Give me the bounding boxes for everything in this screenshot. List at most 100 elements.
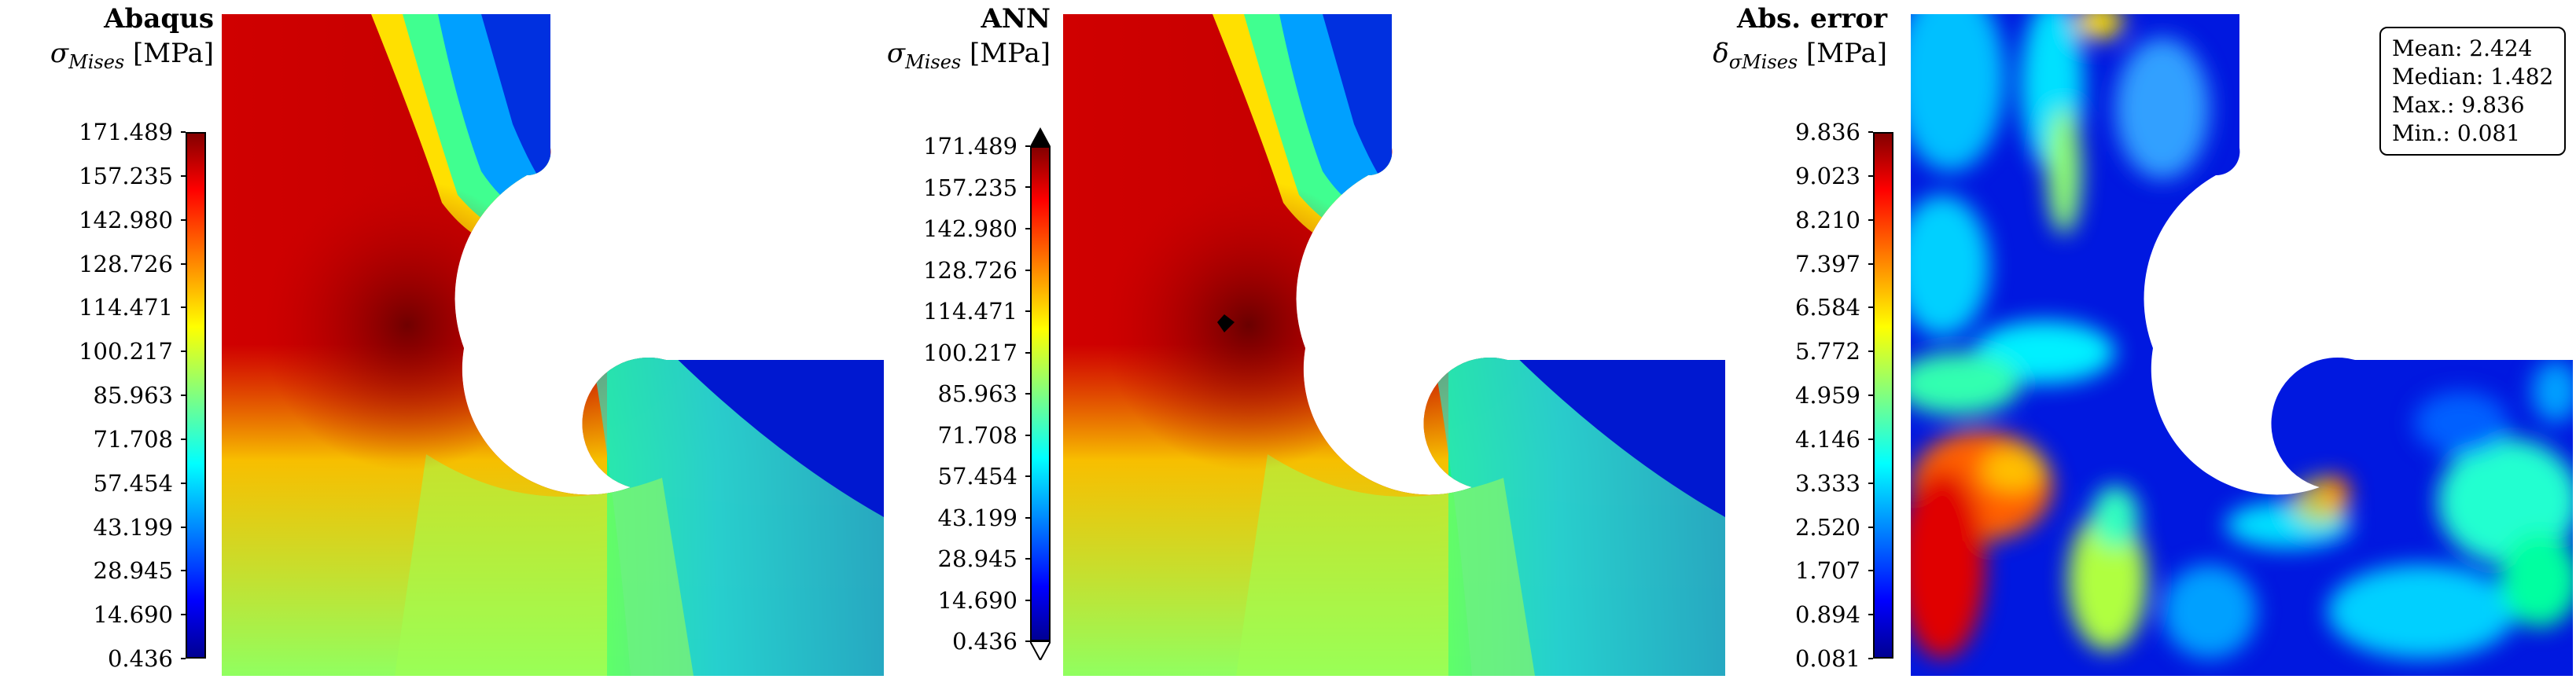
colorbar-tick-mark: [181, 658, 186, 659]
colorbar-tick-label: 9.023: [1794, 162, 1860, 189]
stats-box: Mean: 2.424 Median: 1.482 Max.: 9.836 Mi…: [2379, 27, 2567, 156]
colorbar-tick-label: 28.945: [93, 557, 173, 585]
quantity-label: δσMises [MPa]: [1713, 38, 1887, 73]
panel-abs-error: Abs. error δσMises [MPa] 9.836 9.023 8.210…: [1691, 0, 2576, 690]
colorbar-tick-mark: [1868, 658, 1873, 659]
colorbar-tick-mark: [1025, 640, 1030, 642]
panel-ann: ANN σMises [MPa] 171.489 157.235 142.980 12…: [849, 0, 1746, 690]
colorbar-tick-mark: [1025, 393, 1030, 395]
colorbar-tick-label: 71.708: [93, 425, 173, 453]
colorbar-tick-label: 6.584: [1794, 294, 1860, 321]
colorbar-tick-label: 128.726: [79, 250, 173, 277]
colorbar-tick-label: 114.471: [923, 298, 1018, 325]
colorbar-tick-label: 5.772: [1794, 338, 1860, 365]
colorbar-tick-label: 1.707: [1794, 557, 1860, 585]
colorbar-gradient: [1873, 132, 1893, 659]
colorbar-tick-mark: [181, 174, 186, 177]
colorbar-tick-mark: [1868, 526, 1873, 528]
quantity-subscript: Mises: [905, 50, 962, 73]
colorbar-tick-mark: [1025, 269, 1030, 271]
panel-title: Abaqus: [104, 3, 214, 35]
panel-title: Abs. error: [1736, 3, 1887, 35]
colorbar-tick-mark: [181, 262, 186, 265]
colorbar-tick-mark: [1868, 262, 1873, 265]
colorbar-tick-label: 2.520: [1794, 513, 1860, 541]
colorbar-tick-label: 43.199: [93, 513, 173, 541]
colorbar-tick-mark: [1868, 438, 1873, 440]
stress-field-plot: [1063, 14, 1725, 676]
colorbar-tick-label: 0.436: [951, 628, 1018, 655]
colorbar-tick-mark: [1025, 351, 1030, 354]
quantity-unit: [MPa]: [1806, 38, 1887, 69]
colorbar-tick-mark: [181, 570, 186, 572]
colorbar-tick-mark: [1868, 482, 1873, 484]
colorbar-frame: [1873, 132, 1893, 659]
colorbar-tick-label: 100.217: [923, 339, 1018, 366]
peak-marker: [1217, 314, 1235, 332]
colorbar-tick-label: 157.235: [79, 162, 173, 189]
colorbar-tick-mark: [1868, 218, 1873, 221]
colorbar-tick-mark: [1025, 558, 1030, 560]
colorbar-tick-label: 43.199: [937, 504, 1018, 531]
colorbar-tick-mark: [181, 438, 186, 440]
colorbar-tick-mark: [1868, 351, 1873, 353]
colorbar-tick-mark: [1025, 516, 1030, 519]
colorbar-tick-label: 0.436: [107, 645, 173, 672]
colorbar-tick-label: 28.945: [937, 545, 1018, 572]
colorbar-tick-mark: [1868, 131, 1873, 133]
colorbar-tick-label: 142.980: [923, 215, 1018, 242]
colorbar-tick-label: 14.690: [93, 601, 173, 629]
colorbar-tick-mark: [1025, 145, 1030, 147]
colorbar-tick-label: 0.894: [1794, 601, 1860, 629]
panel-header: Abaqus σMises [MPa]: [24, 0, 214, 126]
colorbar-tick-mark: [1868, 395, 1873, 396]
colorbar-tick-label: 57.454: [93, 469, 173, 497]
colorbar-tick-mark: [181, 395, 186, 396]
colorbar-tick-label: 85.963: [93, 382, 173, 409]
quantity-symbol: σ: [886, 38, 906, 69]
colorbar-tick-mark: [1868, 174, 1873, 177]
colorbar-tick-label: 171.489: [923, 133, 1018, 160]
colorbar-tick-mark: [181, 351, 186, 353]
colorbar-tick-mark: [1025, 186, 1030, 189]
colorbar-gradient: [186, 132, 206, 659]
colorbar: 171.489 157.235 142.980 128.726 114.471 100.2…: [923, 127, 1051, 660]
panel-header: Abs. error δσMises [MPa]: [1698, 0, 1887, 126]
stat-median: Median: 1.482: [2392, 64, 2554, 90]
colorbar: 171.489 157.235 142.980 128.726 114.471 100.2…: [79, 119, 206, 672]
colorbar-tick-mark: [1868, 306, 1873, 309]
colorbar-tick-label: 14.690: [937, 586, 1018, 614]
quantity-subscript: σMises: [1728, 50, 1798, 73]
colorbar-tick-mark: [1868, 570, 1873, 572]
colorbar-tick-mark: [1025, 310, 1030, 312]
colorbar-tick-label: 8.210: [1794, 206, 1860, 233]
stat-mean: Mean: 2.424: [2392, 35, 2533, 61]
colorbar-tick-label: 71.708: [937, 421, 1018, 449]
quantity-unit: [MPa]: [970, 38, 1051, 69]
colorbar-tick-label: 9.836: [1794, 119, 1860, 145]
colorbar-max-arrow: [1030, 127, 1051, 146]
colorbar-tick-label: 85.963: [937, 380, 1018, 407]
colorbar-tick-label: 4.959: [1794, 382, 1860, 409]
colorbar-tick-mark: [1025, 434, 1030, 436]
colorbar-tick-mark: [1025, 599, 1030, 601]
stat-max: Max.: 9.836: [2392, 92, 2525, 118]
quantity-symbol: σ: [50, 38, 69, 69]
colorbar-tick-label: 4.146: [1794, 425, 1860, 453]
colorbar: 9.836 9.023 8.210 7.397 6.584 5.772 4.959 4.146…: [1795, 119, 1893, 672]
colorbar-tick-mark: [1025, 475, 1030, 477]
colorbar-tick-mark: [181, 526, 186, 528]
panel-title: ANN: [981, 3, 1051, 35]
colorbar-tick-label: 128.726: [923, 256, 1018, 284]
stress-field-plot: [222, 14, 884, 676]
colorbar-min-arrow: [1030, 641, 1051, 660]
stat-min: Min.: 0.081: [2392, 120, 2521, 146]
colorbar-tick-mark: [1868, 614, 1873, 616]
colorbar-tick-label: 3.333: [1794, 469, 1860, 497]
colorbar-tick-label: 100.217: [79, 338, 173, 365]
colorbar-tick-mark: [181, 218, 186, 221]
stress-field-ann: [1063, 14, 1725, 676]
colorbar-tick-mark: [181, 131, 186, 133]
panel-header: ANN σMises [MPa]: [873, 0, 1051, 126]
colorbar-tick-mark: [1025, 227, 1030, 229]
